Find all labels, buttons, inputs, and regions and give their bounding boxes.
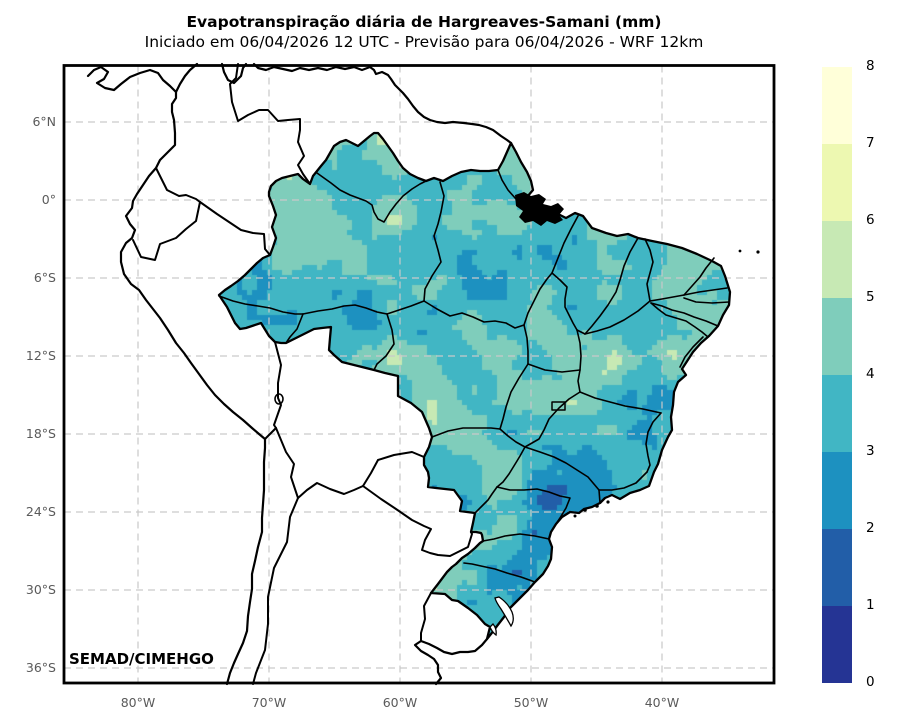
country-border-paths [132, 63, 473, 685]
lake-titicaca [274, 393, 284, 405]
graticule-gridlines [64, 65, 774, 683]
maracaibo-notch [220, 62, 248, 85]
lat-tick-label: 6°S [33, 270, 56, 285]
lat-tick-label: 18°S [25, 426, 56, 441]
lon-tick-label: 60°W [382, 695, 418, 710]
colorbar-tick-label: 5 [866, 289, 875, 305]
panama-colombia-coast [86, 62, 199, 94]
lat-tick-label: 36°S [25, 660, 56, 675]
colorbar-segment [822, 375, 852, 452]
lat-tick-label: 0° [41, 192, 56, 207]
south-atlantic-coast [413, 637, 489, 686]
lat-tick-label: 6°N [32, 114, 56, 129]
colorbar-tick-label: 4 [866, 366, 875, 382]
lat-tick-label: 30°S [25, 582, 56, 597]
lon-tick-label: 70°W [251, 695, 287, 710]
credit-label: SEMAD/CIMEHGO [69, 650, 214, 668]
colorbar-tick-label: 2 [866, 520, 875, 536]
colorbar-tick-label: 0 [866, 674, 875, 690]
lat-tick-label: 12°S [25, 348, 56, 363]
colorbar-tick-label: 1 [866, 597, 875, 613]
lagoon-shapes [489, 596, 514, 637]
colorbar-segment [822, 452, 852, 529]
colorbar-segment [822, 529, 852, 606]
colorbar [822, 67, 852, 683]
plot-frame [62, 64, 776, 685]
lat-tick-label: 24°S [25, 504, 56, 519]
colorbar-segment [822, 221, 852, 298]
pacific-coast [119, 90, 267, 686]
colorbar-tick-label: 3 [866, 443, 875, 459]
island-dots [573, 249, 760, 518]
lon-tick-label: 50°W [513, 695, 549, 710]
lon-tick-label: 80°W [120, 695, 156, 710]
brazil-border [217, 131, 732, 641]
lon-tick-label: 40°W [644, 695, 680, 710]
coastline-paths [86, 62, 513, 686]
distrito-federal-border [551, 401, 566, 411]
amazon-mouth-detail [515, 192, 564, 226]
caribbean-guianas-coast [252, 62, 513, 145]
colorbar-segment [822, 298, 852, 375]
colorbar-tick-label: 6 [866, 212, 875, 228]
colorbar-segment [822, 67, 852, 144]
colorbar-segment [822, 606, 852, 683]
colorbar-segment [822, 144, 852, 221]
colorbar-tick-label: 7 [866, 135, 875, 151]
colorbar-tick-label: 8 [866, 58, 875, 74]
